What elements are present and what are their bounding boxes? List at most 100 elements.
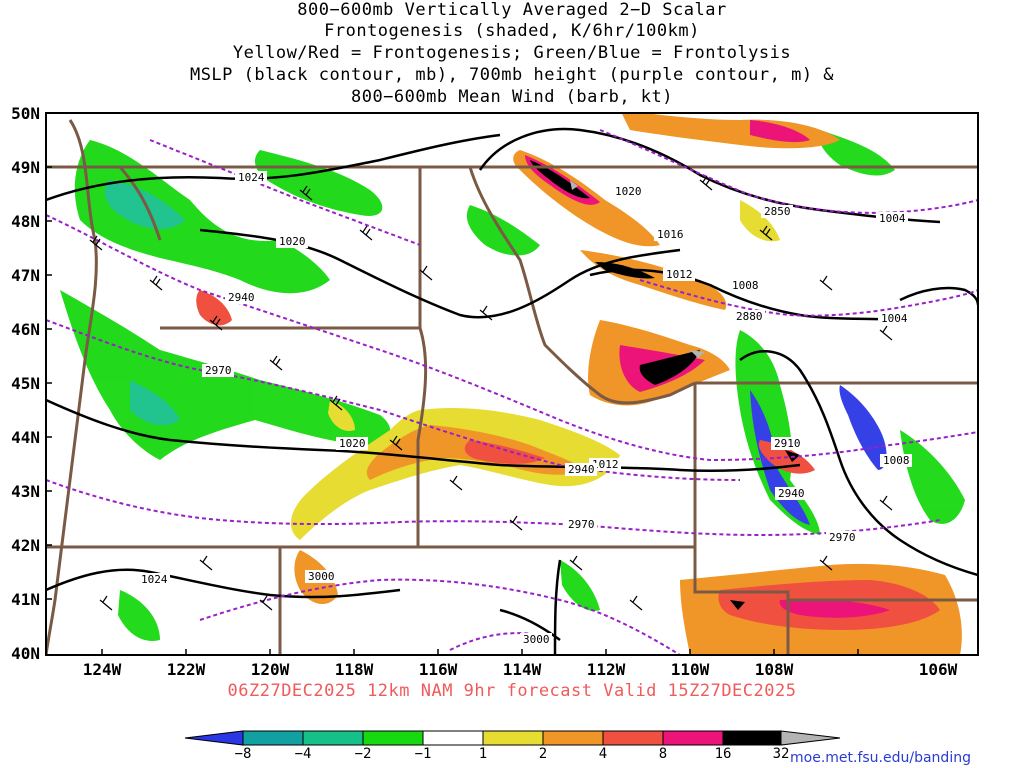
lon-label: 112W [586,660,626,679]
credit-link[interactable]: moe.met.fsu.edu/banding [790,750,971,766]
borders [46,119,978,655]
svg-text:2970: 2970 [205,364,232,377]
height-label: 2940 [565,463,597,476]
mslp-label: 1020 [336,437,368,450]
lon-label: 110W [670,660,710,679]
title-line-2: Frontogenesis (shaded, K/6hr/100km) [324,21,700,41]
colorbar-label: 1 [478,746,488,762]
lat-label: 42N [11,536,40,555]
lat-label: 41N [11,590,40,609]
lat-label: 49N [11,158,40,177]
svg-text:2970: 2970 [829,531,856,544]
colorbar-swatch [242,730,304,746]
svg-text:1024: 1024 [238,171,265,184]
wind-barbs [89,175,893,611]
svg-text:2940: 2940 [568,463,595,476]
lat-label: 47N [11,266,40,285]
forecast-valid-label: 06Z27DEC2025 12km NAM 9hr forecast Valid… [227,681,797,701]
svg-text:2940: 2940 [778,487,805,500]
svg-text:1012: 1012 [666,268,693,281]
svg-text:1020: 1020 [339,437,366,450]
lat-label: 43N [11,482,40,501]
lon-label: 116W [418,660,458,679]
lat-label: 48N [11,212,40,231]
height-contours [46,129,978,655]
lon-label: 124W [82,660,122,679]
height-label: 2850 [761,205,793,218]
mslp-label: 1016 [654,228,686,241]
lon-label: 122W [166,660,206,679]
colorbar-label: −1 [414,746,432,762]
lat-label: 40N [11,644,40,663]
lon-label: 106W [918,660,958,679]
colorbar-label: 2 [538,746,548,762]
svg-text:1020: 1020 [279,235,306,248]
height-label: 2970 [826,531,858,544]
svg-text:1008: 1008 [883,454,910,467]
colorbar-label: 16 [714,746,732,762]
svg-text:1016: 1016 [657,228,684,241]
colorbar-label: −2 [354,746,372,762]
colorbar-swatch [602,730,664,746]
svg-text:2970: 2970 [568,518,595,531]
lon-label: 118W [334,660,374,679]
colorbar-swatch [662,730,724,746]
svg-text:2880: 2880 [736,310,763,323]
height-label: 3000 [520,633,552,646]
colorbar-swatch [302,730,364,746]
mslp-contours [46,127,978,655]
svg-text:3000: 3000 [308,570,335,583]
lat-label: 50N [11,104,40,123]
svg-text:2910: 2910 [774,437,801,450]
lat-label: 46N [11,320,40,339]
lat-label: 44N [11,428,40,447]
colorbar-label: 8 [658,746,668,762]
mslp-label: 1020 [612,185,644,198]
svg-text:1020: 1020 [615,185,642,198]
mslp-label: 1004 [878,312,910,325]
colorbar-swatch [482,730,544,746]
colorbar-label: 4 [598,746,608,762]
colorbar-swatch [780,730,841,746]
colorbar-swatch [722,730,782,746]
title-line-4: MSLP (black contour, mb), 700mb height (… [189,65,835,85]
mslp-label: 1024 [138,573,170,586]
height-label: 2880 [733,310,765,323]
height-label: 2940 [225,291,257,304]
lat-label: 45N [11,374,40,393]
svg-text:1024: 1024 [141,573,168,586]
svg-text:1004: 1004 [879,212,906,225]
colorbar-label: 32 [772,746,790,762]
mslp-label: 1020 [276,235,308,248]
height-label: 2970 [565,518,597,531]
svg-text:2850: 2850 [764,205,791,218]
height-label: 2970 [202,364,234,377]
colorbar-swatch [362,730,424,746]
title-line-3: Yellow/Red = Frontogenesis; Green/Blue =… [232,43,792,63]
contour-labels: 1024 1020 1020 1024 1020 1016 1012 1008 … [138,171,912,646]
svg-text:3000: 3000 [523,633,550,646]
svg-text:1004: 1004 [881,312,908,325]
map-frame [45,112,979,656]
lon-label: 108W [754,660,794,679]
svg-text:1008: 1008 [732,279,759,292]
colorbar [184,730,841,746]
mslp-label: 1008 [880,454,912,467]
height-label: 2940 [775,487,807,500]
mslp-label: 1024 [235,171,267,184]
mslp-label: 1012 [663,268,695,281]
colorbar-label: −4 [294,746,312,762]
colorbar-swatch [184,730,244,746]
title-line-5: 800−600mb Mean Wind (barb, kt) [350,87,674,107]
svg-text:2940: 2940 [228,291,255,304]
axis-ticks [46,112,859,656]
title-line-1: 800−600mb Vertically Averaged 2−D Scalar [297,0,727,20]
height-label: 2910 [771,437,803,450]
lon-label: 120W [250,660,290,679]
lon-label: 114W [502,660,542,679]
colorbar-swatch [422,730,484,746]
mslp-label: 1004 [876,212,908,225]
height-label: 3000 [305,570,337,583]
svg-text:1012: 1012 [592,458,619,471]
